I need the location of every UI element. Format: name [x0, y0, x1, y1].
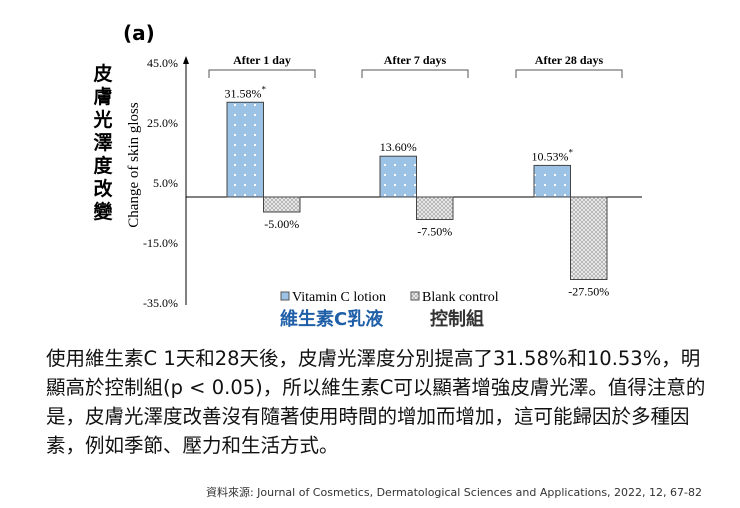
data-label: 13.60%	[380, 140, 417, 154]
category-bracket	[208, 69, 316, 78]
y-tick-label: 25.0%	[147, 116, 178, 130]
legend-vitamin-c: Vitamin C lotion	[292, 290, 386, 305]
legend-swatch-vitamin-c	[280, 291, 290, 301]
category-label: After 1 day	[233, 53, 291, 67]
legend-swatch-blank	[410, 291, 420, 301]
y-tick-label: -15.0%	[143, 236, 178, 250]
legend-blank-control: Blank control	[422, 290, 499, 305]
category-bracket	[515, 69, 623, 78]
legend-vitamin-c-zh: 維生素C乳液	[280, 308, 384, 330]
source-citation: 資料來源: Journal of Cosmetics, Dermatologic…	[205, 486, 702, 499]
data-label: -27.50%	[568, 285, 609, 299]
data-label: 31.58%*	[225, 84, 267, 100]
y-tick-label: 5.0%	[153, 176, 178, 190]
panel-label: (a)	[123, 21, 155, 45]
data-label: -7.50%	[417, 225, 452, 239]
bar-chart: (a) 皮膚光澤度改變 Change of skin gloss 45.0% 25…	[92, 21, 642, 330]
bar	[226, 101, 264, 198]
bar	[416, 196, 454, 220]
description-paragraph: 使用維生素C 1天和28天後，皮膚光澤度分別提高了31.58%和10.53%，明…	[46, 347, 706, 457]
y-axis-label-zh: 皮膚光澤度改變	[92, 62, 113, 223]
data-label: -5.00%	[264, 217, 299, 231]
category-label: After 28 days	[535, 53, 604, 67]
legend-blank-control-zh: 控制組	[430, 308, 484, 330]
category-bracket	[361, 69, 469, 78]
bar	[263, 196, 301, 213]
category-label: After 7 days	[384, 53, 447, 67]
data-label: 10.53%*	[532, 147, 574, 163]
y-axis-label: Change of skin gloss	[126, 102, 142, 228]
bar	[533, 164, 571, 198]
y-axis-arrow	[183, 56, 189, 64]
y-tick-label: -35.0%	[143, 296, 178, 310]
bar	[379, 155, 417, 198]
bar	[570, 196, 608, 280]
y-tick-label: 45.0%	[147, 56, 178, 70]
